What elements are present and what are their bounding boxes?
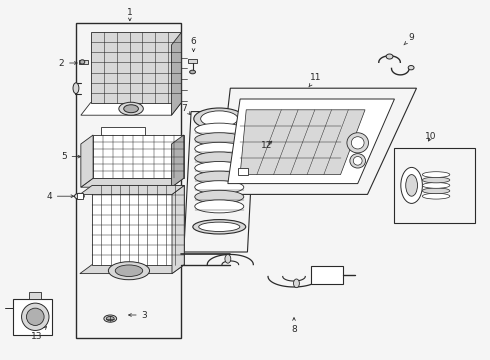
Text: 9: 9 bbox=[404, 33, 415, 45]
Ellipse shape bbox=[195, 190, 244, 203]
Text: 5: 5 bbox=[61, 152, 81, 161]
Ellipse shape bbox=[350, 154, 366, 168]
Bar bbox=[394, 148, 475, 223]
Ellipse shape bbox=[195, 200, 244, 213]
Ellipse shape bbox=[26, 308, 44, 325]
Ellipse shape bbox=[422, 183, 450, 188]
Ellipse shape bbox=[123, 105, 138, 113]
Polygon shape bbox=[13, 299, 52, 335]
Bar bbox=[238, 168, 248, 175]
Text: 13: 13 bbox=[31, 327, 47, 341]
Ellipse shape bbox=[195, 123, 244, 136]
Ellipse shape bbox=[119, 102, 144, 115]
Polygon shape bbox=[81, 103, 181, 115]
Polygon shape bbox=[80, 185, 184, 194]
Ellipse shape bbox=[190, 70, 196, 74]
Ellipse shape bbox=[201, 111, 238, 127]
Ellipse shape bbox=[194, 108, 245, 130]
Bar bbox=[29, 292, 41, 299]
Polygon shape bbox=[228, 99, 394, 184]
Ellipse shape bbox=[353, 157, 362, 165]
Bar bbox=[79, 60, 88, 64]
Ellipse shape bbox=[406, 175, 417, 196]
Ellipse shape bbox=[74, 193, 84, 199]
Ellipse shape bbox=[106, 316, 114, 321]
Text: 7: 7 bbox=[181, 104, 191, 114]
Ellipse shape bbox=[294, 279, 299, 288]
Ellipse shape bbox=[422, 177, 450, 183]
Polygon shape bbox=[184, 112, 255, 252]
Text: 1: 1 bbox=[127, 8, 133, 21]
Text: 3: 3 bbox=[128, 310, 147, 320]
Ellipse shape bbox=[401, 167, 422, 203]
Text: 2: 2 bbox=[58, 59, 77, 68]
Ellipse shape bbox=[108, 262, 149, 280]
Ellipse shape bbox=[195, 181, 244, 194]
Ellipse shape bbox=[104, 315, 117, 322]
Text: 4: 4 bbox=[46, 192, 74, 201]
Text: 8: 8 bbox=[291, 318, 297, 334]
Polygon shape bbox=[92, 185, 184, 265]
Polygon shape bbox=[172, 185, 184, 274]
Ellipse shape bbox=[80, 60, 85, 64]
Ellipse shape bbox=[22, 303, 49, 330]
Ellipse shape bbox=[351, 137, 364, 149]
Text: 11: 11 bbox=[309, 73, 322, 87]
Bar bbox=[188, 59, 197, 63]
Ellipse shape bbox=[193, 220, 246, 234]
Ellipse shape bbox=[386, 54, 393, 59]
Text: 12: 12 bbox=[261, 141, 273, 150]
Polygon shape bbox=[81, 135, 93, 187]
Ellipse shape bbox=[422, 188, 450, 194]
Text: 10: 10 bbox=[425, 132, 437, 141]
Ellipse shape bbox=[199, 222, 240, 231]
Ellipse shape bbox=[225, 255, 231, 263]
Ellipse shape bbox=[408, 66, 414, 70]
Bar bbox=[76, 23, 181, 338]
Polygon shape bbox=[172, 32, 181, 115]
Ellipse shape bbox=[195, 133, 244, 146]
Polygon shape bbox=[240, 110, 365, 175]
Polygon shape bbox=[93, 135, 184, 178]
Bar bbox=[101, 127, 146, 143]
Polygon shape bbox=[80, 265, 184, 274]
Polygon shape bbox=[218, 88, 416, 194]
Bar bbox=[311, 266, 343, 284]
Ellipse shape bbox=[422, 172, 450, 177]
Ellipse shape bbox=[195, 162, 244, 175]
Polygon shape bbox=[172, 135, 184, 187]
Ellipse shape bbox=[115, 265, 143, 276]
Ellipse shape bbox=[347, 133, 368, 153]
Ellipse shape bbox=[422, 193, 450, 199]
Polygon shape bbox=[91, 32, 181, 103]
Polygon shape bbox=[81, 178, 184, 187]
Text: 6: 6 bbox=[191, 37, 196, 51]
Bar bbox=[77, 193, 83, 199]
Ellipse shape bbox=[73, 83, 79, 94]
Ellipse shape bbox=[195, 152, 244, 165]
Ellipse shape bbox=[195, 171, 244, 184]
Ellipse shape bbox=[195, 142, 244, 155]
